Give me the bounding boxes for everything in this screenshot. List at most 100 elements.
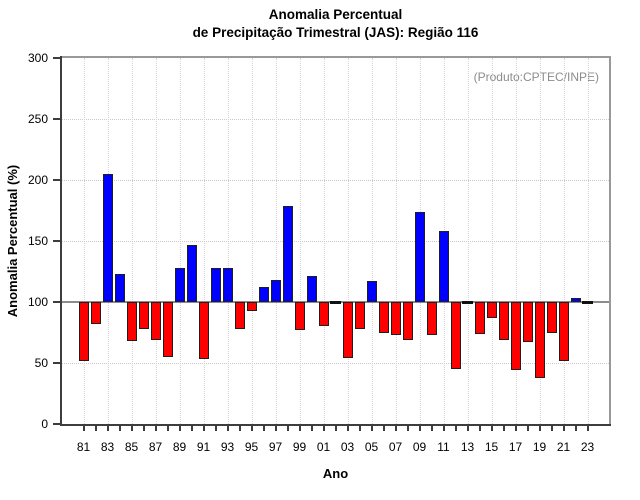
- plot-top-border: [60, 56, 611, 58]
- vertical-gridline: [587, 58, 589, 424]
- horizontal-gridline: [62, 180, 609, 181]
- x-tick: [166, 426, 169, 431]
- chart-title: Anomalia Percentual de Precipitação Trim…: [62, 6, 609, 42]
- x-axis-label: Ano: [322, 466, 349, 481]
- x-tick: [562, 426, 565, 431]
- x-tick: [442, 426, 445, 431]
- y-tick-label: 300: [27, 51, 48, 65]
- bar-year-86: [138, 302, 149, 329]
- bar-year-88: [162, 302, 173, 357]
- vertical-gridline: [275, 58, 277, 424]
- x-tick-label: 09: [412, 440, 427, 454]
- bar-year-07: [390, 302, 401, 335]
- x-tick: [586, 426, 589, 431]
- x-tick-label: 15: [484, 440, 499, 454]
- bar-year-19: [534, 302, 545, 378]
- x-tick: [514, 426, 517, 431]
- bar-year-81: [78, 302, 89, 361]
- x-tick: [478, 426, 481, 431]
- x-tick: [286, 426, 289, 431]
- x-tick: [526, 426, 529, 431]
- x-axis-line: [60, 424, 611, 426]
- x-tick-label: 13: [460, 440, 475, 454]
- bar-year-84: [114, 273, 125, 302]
- vertical-gridline: [179, 58, 181, 424]
- y-axis-line: [60, 56, 62, 426]
- x-tick-label: 97: [268, 440, 283, 454]
- x-tick: [130, 426, 133, 431]
- chart-title-line2: de Precipitação Trimestral (JAS): Região…: [192, 25, 479, 40]
- bar-year-95: [246, 302, 257, 311]
- vertical-gridline: [83, 58, 85, 424]
- x-tick: [82, 426, 85, 431]
- vertical-gridline: [515, 58, 517, 424]
- x-tick: [274, 426, 277, 431]
- bar-year-90: [186, 244, 197, 302]
- bar-year-98: [282, 205, 293, 302]
- x-tick: [310, 426, 313, 431]
- x-tick: [502, 426, 505, 431]
- vertical-gridline: [491, 58, 493, 424]
- x-tick-label: 05: [364, 440, 379, 454]
- vertical-gridline: [251, 58, 253, 424]
- x-tick: [430, 426, 433, 431]
- x-tick-label: 89: [172, 440, 187, 454]
- bar-year-87: [150, 302, 161, 340]
- bar-year-92: [210, 267, 221, 302]
- x-tick: [94, 426, 97, 431]
- bar-year-03: [342, 302, 353, 359]
- chart-title-line1: Anomalia Percentual: [268, 7, 403, 22]
- y-tick: [53, 57, 60, 59]
- y-tick-label: 0: [41, 417, 48, 431]
- x-tick: [538, 426, 541, 431]
- vertical-gridline: [395, 58, 397, 424]
- bar-year-00: [306, 276, 317, 302]
- x-tick-label: 99: [292, 440, 307, 454]
- bar-year-21: [558, 302, 569, 361]
- x-tick-label: 11: [437, 440, 450, 454]
- vertical-gridline: [563, 58, 565, 424]
- x-tick: [358, 426, 361, 431]
- bar-year-20: [546, 302, 557, 333]
- x-tick: [466, 426, 469, 431]
- x-tick: [550, 426, 553, 431]
- x-tick: [406, 426, 409, 431]
- bar-year-82: [90, 302, 101, 324]
- plot-right-border: [609, 56, 611, 426]
- bar-year-85: [126, 302, 137, 342]
- y-tick: [53, 240, 60, 242]
- horizontal-gridline: [62, 241, 609, 242]
- x-tick: [214, 426, 217, 431]
- x-tick-label: 07: [388, 440, 403, 454]
- bar-year-17: [510, 302, 521, 371]
- x-tick: [298, 426, 301, 431]
- horizontal-gridline: [62, 119, 609, 120]
- vertical-gridline: [131, 58, 133, 424]
- bar-year-99: [294, 302, 305, 331]
- x-tick-label: 17: [508, 440, 523, 454]
- x-tick-label: 03: [340, 440, 355, 454]
- x-tick-label: 23: [580, 440, 595, 454]
- x-tick-label: 21: [556, 440, 571, 454]
- x-tick: [322, 426, 325, 431]
- bar-year-01: [318, 302, 329, 327]
- y-tick-label: 150: [27, 234, 48, 248]
- y-tick: [53, 362, 60, 364]
- x-tick: [346, 426, 349, 431]
- vertical-gridline: [203, 58, 205, 424]
- bar-year-89: [174, 267, 185, 302]
- y-tick-label: 250: [27, 112, 48, 126]
- x-tick-label: 81: [76, 440, 91, 454]
- x-tick: [238, 426, 241, 431]
- x-tick: [454, 426, 457, 431]
- x-tick-label: 95: [244, 440, 259, 454]
- vertical-gridline: [371, 58, 373, 424]
- x-tick: [418, 426, 421, 431]
- bar-year-06: [378, 302, 389, 333]
- y-tick: [53, 118, 60, 120]
- x-tick-label: 87: [148, 440, 163, 454]
- bar-year-10: [426, 302, 437, 335]
- bar-year-94: [234, 302, 245, 329]
- y-tick: [53, 179, 60, 181]
- x-tick: [334, 426, 337, 431]
